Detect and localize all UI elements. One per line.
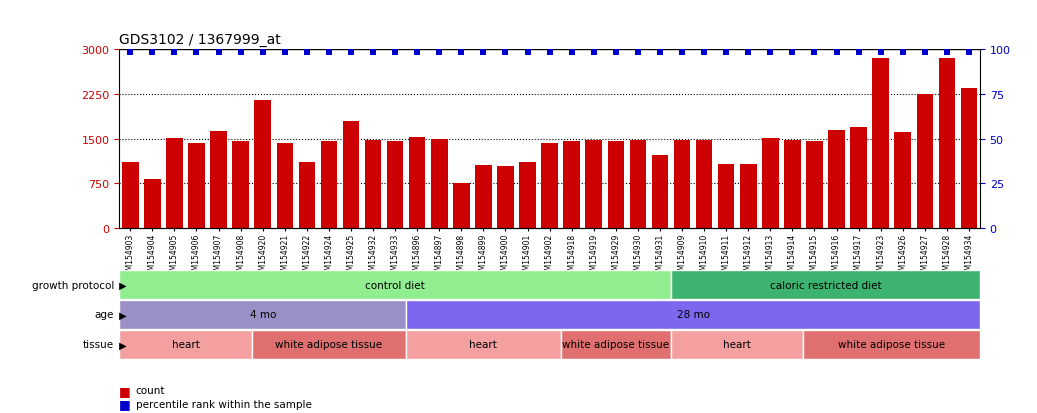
Text: GDS3102 / 1367999_at: GDS3102 / 1367999_at <box>119 33 281 47</box>
Text: heart: heart <box>470 339 498 349</box>
Text: heart: heart <box>723 339 751 349</box>
Bar <box>804 330 980 359</box>
Bar <box>629 140 646 229</box>
Bar <box>166 139 183 229</box>
Bar <box>342 121 359 229</box>
Bar <box>895 133 910 229</box>
Bar <box>671 330 804 359</box>
Bar <box>718 165 734 229</box>
Bar <box>740 165 757 229</box>
Bar <box>497 167 513 229</box>
Bar <box>407 300 980 329</box>
Text: control diet: control diet <box>365 280 425 290</box>
Bar <box>475 166 492 229</box>
Text: ▶: ▶ <box>116 339 127 349</box>
Bar <box>144 179 161 229</box>
Bar <box>850 128 867 229</box>
Text: growth protocol: growth protocol <box>32 280 114 290</box>
Text: percentile rank within the sample: percentile rank within the sample <box>136 399 312 409</box>
Bar <box>211 131 227 229</box>
Text: white adipose tissue: white adipose tissue <box>562 339 669 349</box>
Bar <box>671 271 980 299</box>
Bar <box>674 141 691 229</box>
Text: white adipose tissue: white adipose tissue <box>276 339 383 349</box>
Bar <box>586 141 602 229</box>
Text: ■: ■ <box>119 397 131 411</box>
Text: ■: ■ <box>119 384 131 397</box>
Text: 28 mo: 28 mo <box>676 310 709 320</box>
Bar <box>561 330 671 359</box>
Text: caloric restricted diet: caloric restricted diet <box>769 280 881 290</box>
Bar <box>563 142 580 229</box>
Bar <box>407 330 561 359</box>
Bar <box>806 142 822 229</box>
Bar <box>960 88 977 229</box>
Bar <box>431 139 448 229</box>
Bar <box>520 163 536 229</box>
Bar <box>252 330 407 359</box>
Text: count: count <box>136 385 165 395</box>
Text: heart: heart <box>171 339 199 349</box>
Bar <box>119 271 671 299</box>
Bar <box>320 142 337 229</box>
Bar <box>651 156 668 229</box>
Bar <box>299 163 315 229</box>
Bar <box>453 183 470 229</box>
Text: 4 mo: 4 mo <box>250 310 276 320</box>
Bar <box>277 144 293 229</box>
Bar <box>829 130 845 229</box>
Bar <box>784 140 801 229</box>
Bar <box>541 144 558 229</box>
Text: ▶: ▶ <box>116 310 127 320</box>
Bar <box>189 143 204 229</box>
Bar <box>365 140 382 229</box>
Bar <box>409 138 425 229</box>
Bar <box>696 141 712 229</box>
Text: tissue: tissue <box>83 339 114 349</box>
Bar <box>254 100 271 229</box>
Bar <box>608 142 624 229</box>
Bar <box>762 139 779 229</box>
Bar <box>232 142 249 229</box>
Bar <box>872 59 889 229</box>
Bar <box>122 163 139 229</box>
Bar <box>119 330 252 359</box>
Text: ▶: ▶ <box>116 280 127 290</box>
Bar <box>119 300 407 329</box>
Bar <box>938 59 955 229</box>
Bar <box>917 95 933 229</box>
Text: white adipose tissue: white adipose tissue <box>838 339 946 349</box>
Bar <box>387 142 403 229</box>
Text: age: age <box>94 310 114 320</box>
